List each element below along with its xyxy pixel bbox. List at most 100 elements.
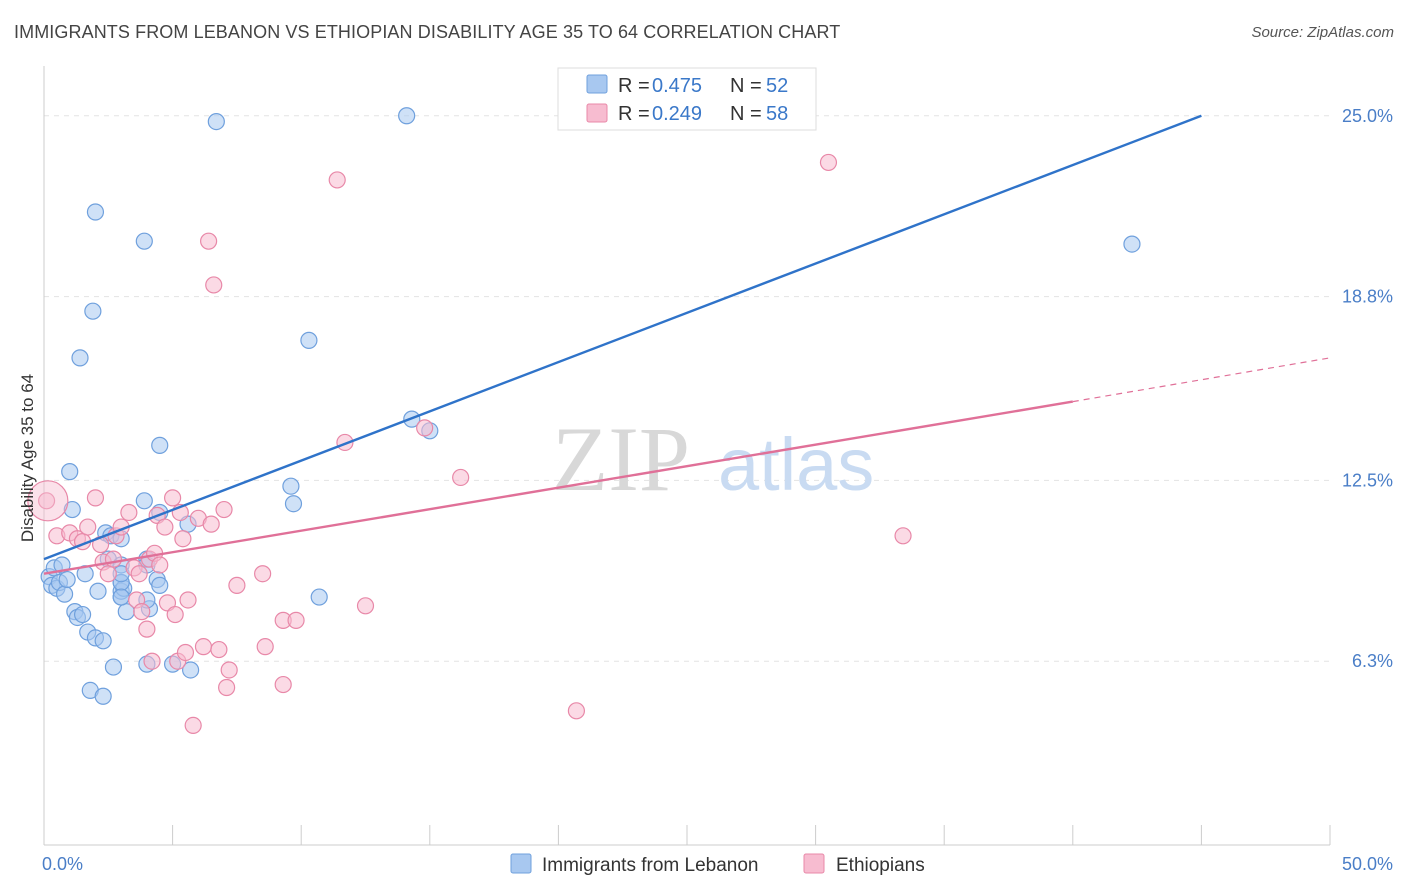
point-ethiopians bbox=[452, 468, 470, 487]
legend-swatch-ethiopians bbox=[586, 103, 608, 123]
point-ethiopians bbox=[156, 518, 174, 536]
point-ethiopians bbox=[287, 611, 305, 629]
point-ethiopians bbox=[143, 652, 161, 670]
point-ethiopians bbox=[174, 530, 192, 548]
point-lebanon bbox=[63, 500, 81, 519]
point-lebanon bbox=[135, 232, 153, 250]
point-ethiopians bbox=[254, 565, 272, 583]
trend-line-ethiopians bbox=[43, 400, 1073, 575]
point-ethiopians bbox=[210, 640, 228, 659]
point-lebanon bbox=[89, 582, 107, 600]
point-lebanon bbox=[94, 632, 112, 650]
point-ethiopians bbox=[228, 576, 246, 594]
point-lebanon bbox=[398, 107, 416, 125]
chart-title: IMMIGRANTS FROM LEBANON VS ETHIOPIAN DIS… bbox=[14, 22, 841, 42]
point-lebanon bbox=[284, 495, 303, 513]
point-lebanon bbox=[300, 331, 318, 349]
legend-r-label-ethiopians: R = bbox=[618, 103, 650, 125]
point-lebanon bbox=[73, 605, 92, 624]
point-ethiopians bbox=[164, 489, 182, 507]
point-ethiopians bbox=[86, 489, 105, 507]
legend-r-value-ethiopians: 0.249 bbox=[652, 103, 702, 125]
point-ethiopians bbox=[356, 597, 375, 615]
point-lebanon bbox=[1123, 235, 1141, 253]
x-tick-label: 50.0% bbox=[1342, 854, 1393, 874]
legend-n-value-ethiopians: 58 bbox=[766, 103, 788, 125]
y-tick-label: 18.8% bbox=[1342, 287, 1393, 307]
point-ethiopians bbox=[328, 171, 346, 189]
legend-r-label-lebanon: R = bbox=[618, 75, 650, 97]
point-lebanon bbox=[94, 687, 112, 705]
axes bbox=[43, 66, 1331, 846]
point-ethiopians bbox=[133, 603, 151, 621]
point-ethiopians bbox=[205, 276, 223, 294]
point-ethiopians bbox=[894, 527, 912, 545]
point-ethiopians bbox=[179, 591, 197, 609]
point-ethiopians bbox=[120, 503, 138, 522]
point-ethiopians bbox=[37, 492, 56, 510]
point-ethiopians bbox=[256, 638, 274, 656]
watermark-atlas: atlas bbox=[718, 423, 874, 506]
point-lebanon bbox=[86, 203, 105, 221]
point-ethiopians bbox=[416, 419, 434, 437]
point-ethiopians bbox=[184, 716, 202, 735]
tick-labels: 6.3% 12.5% 18.8% 25.0% 0.0% 50.0% bbox=[42, 106, 1393, 874]
point-lebanon bbox=[151, 576, 169, 594]
point-ethiopians bbox=[200, 232, 218, 250]
point-lebanon bbox=[55, 585, 74, 603]
point-lebanon bbox=[207, 112, 225, 131]
y-tick-label: 12.5% bbox=[1342, 470, 1393, 490]
trend-lines bbox=[43, 114, 1331, 575]
point-lebanon bbox=[151, 436, 169, 454]
legend-bottom: Immigrants from Lebanon Ethiopians bbox=[510, 853, 925, 876]
point-ethiopians bbox=[104, 550, 123, 568]
y-tick-label: 25.0% bbox=[1342, 106, 1393, 126]
bottom-legend-swatch-ethiopians bbox=[803, 853, 825, 874]
point-lebanon bbox=[61, 463, 79, 481]
point-ethiopians bbox=[79, 518, 97, 536]
point-lebanon bbox=[58, 570, 76, 589]
trend-line-ethiopians-extension bbox=[1072, 357, 1331, 403]
point-lebanon bbox=[282, 477, 300, 495]
point-lebanon bbox=[71, 349, 89, 367]
point-lebanon bbox=[104, 658, 123, 676]
point-ethiopians bbox=[218, 678, 236, 697]
point-ethiopians bbox=[166, 605, 184, 624]
legend-n-label-lebanon: N = bbox=[730, 75, 762, 97]
legend-top: R = 0.475 N = 52 R = 0.249 N = 58 bbox=[557, 67, 817, 131]
data-points bbox=[27, 107, 1141, 735]
legend-swatch-lebanon bbox=[586, 74, 608, 94]
chart-source: Source: ZipAtlas.com bbox=[1251, 24, 1394, 41]
point-ethiopians bbox=[99, 565, 117, 583]
bottom-legend-label-lebanon: Immigrants from Lebanon bbox=[542, 855, 759, 876]
point-ethiopians bbox=[220, 661, 238, 679]
y-tick-label: 6.3% bbox=[1352, 651, 1393, 671]
point-ethiopians bbox=[130, 565, 148, 583]
point-ethiopians-cluster bbox=[27, 480, 69, 522]
trend-line-lebanon bbox=[43, 114, 1202, 561]
legend-n-label-ethiopians: N = bbox=[730, 103, 762, 125]
point-ethiopians bbox=[819, 153, 838, 172]
point-lebanon bbox=[135, 492, 153, 510]
point-lebanon bbox=[182, 661, 200, 679]
point-lebanon bbox=[84, 302, 102, 320]
watermark: ZIP atlas bbox=[552, 408, 874, 510]
bottom-legend-swatch-lebanon bbox=[510, 853, 532, 874]
point-ethiopians bbox=[202, 515, 220, 533]
gridlines bbox=[44, 115, 1330, 662]
x-tick-label: 0.0% bbox=[42, 854, 83, 874]
point-ethiopians bbox=[194, 638, 213, 656]
point-lebanon bbox=[112, 588, 130, 606]
watermark-zip: ZIP bbox=[552, 408, 690, 510]
legend-n-value-lebanon: 52 bbox=[766, 75, 788, 97]
point-lebanon bbox=[310, 588, 328, 606]
point-ethiopians bbox=[151, 556, 169, 574]
point-ethiopians bbox=[215, 500, 233, 519]
y-axis-title: Disability Age 35 to 64 bbox=[18, 374, 37, 542]
point-ethiopians bbox=[138, 620, 156, 638]
point-ethiopians bbox=[274, 675, 292, 694]
point-ethiopians bbox=[567, 702, 586, 720]
point-ethiopians bbox=[176, 643, 195, 662]
legend-r-value-lebanon: 0.475 bbox=[652, 75, 702, 97]
